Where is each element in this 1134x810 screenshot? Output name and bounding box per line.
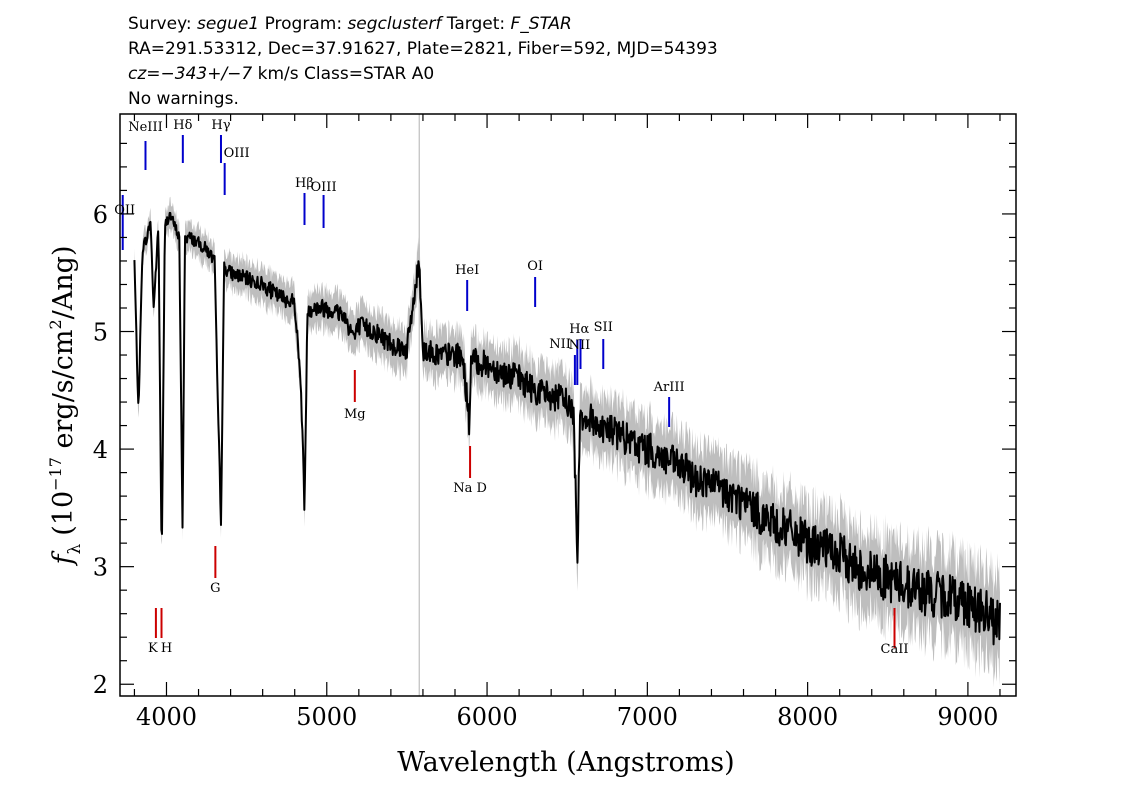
x-tick-label: 7000 xyxy=(617,703,678,731)
annotation-label: Hβ xyxy=(295,176,314,191)
annotation-label: OI xyxy=(527,259,543,274)
annotation-label: NII xyxy=(549,337,571,352)
annotation-label: HeI xyxy=(455,263,479,278)
flux-line xyxy=(133,211,1001,646)
header-line-4: No warnings. xyxy=(128,89,239,109)
error-band-area xyxy=(134,196,1000,688)
x-tick-label: 5000 xyxy=(296,703,357,731)
header-line-1: Survey: segue1 Program: segclusterf Targ… xyxy=(128,14,572,34)
x-tick-label: 9000 xyxy=(937,703,998,731)
x-tick-label: 8000 xyxy=(777,703,838,731)
plot-frame xyxy=(119,113,1017,697)
flux-series xyxy=(133,211,1001,646)
annotation-label: Na D xyxy=(453,481,487,496)
x-axis-label: Wavelength (Angstroms) xyxy=(397,747,734,778)
annotation-label: Hδ xyxy=(173,118,192,133)
header-line-3: cz=−343+/−7 km/s Class=STAR A0 xyxy=(128,64,434,84)
error-band xyxy=(134,114,1000,696)
annotation-label: Mg xyxy=(344,407,366,422)
y-tick-label: 3 xyxy=(93,554,108,582)
annotation-label: SII xyxy=(594,320,613,335)
annotation-label: Hγ xyxy=(211,118,230,133)
annotation-label: OIII xyxy=(311,180,337,195)
annotation-label: G xyxy=(210,581,220,596)
annotation-label: NII xyxy=(569,338,591,353)
y-tick-label: 5 xyxy=(93,319,108,347)
annotation-label: NeIII xyxy=(128,120,162,135)
axis-ticks: 4000 5000 6000 7000 8000 9000 2 3 4 5 6 xyxy=(93,114,1016,731)
header-line-2: RA=291.53312, Dec=37.91627, Plate=2821, … xyxy=(128,39,718,59)
x-tick-label: 6000 xyxy=(457,703,518,731)
y-axis-label: fλ(10−17 erg/s/cm2/Ang) xyxy=(46,246,85,567)
y-tick-label: 2 xyxy=(93,671,108,699)
annotation-label: K xyxy=(148,641,158,656)
x-tick-label: 4000 xyxy=(136,703,197,731)
y-tick-label: 4 xyxy=(93,436,108,464)
annotation-label: CaII xyxy=(881,642,909,657)
y-tick-label: 6 xyxy=(93,201,108,229)
annotation-label: OIII xyxy=(224,146,250,161)
annotation-label: OII xyxy=(114,203,135,218)
annotation-label: H xyxy=(161,641,172,656)
annotation-label: Hα xyxy=(569,322,589,337)
annotation-label: ArIII xyxy=(653,380,685,395)
